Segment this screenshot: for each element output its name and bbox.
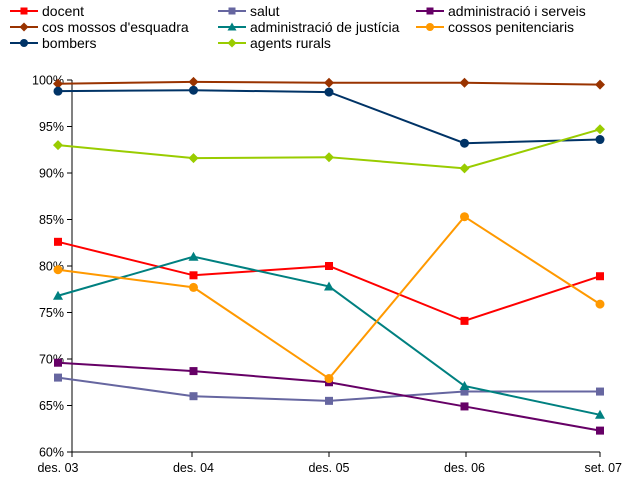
legend-item-cos-mossos-d-esquadra: cos mossos d'esquadra xyxy=(10,19,189,35)
x-tick-label: des. 06 xyxy=(444,461,485,475)
data-point xyxy=(596,426,604,435)
data-point xyxy=(459,380,470,390)
x-tick-label: des. 03 xyxy=(37,461,78,475)
data-point xyxy=(595,79,605,90)
data-point xyxy=(595,135,605,145)
data-point xyxy=(324,77,334,88)
data-point xyxy=(53,78,63,89)
axes: 60%65%70%75%80%85%90%95%100%des. 03 des. … xyxy=(32,74,622,476)
legend-swatch-marker xyxy=(426,7,434,15)
legend-label: salut xyxy=(250,3,280,19)
data-point xyxy=(595,409,605,419)
legend-label: agents rurals xyxy=(250,35,331,51)
series-cossos-penitenciaris xyxy=(53,212,605,384)
legend-swatch-marker xyxy=(426,23,434,31)
legend: docent salut administració i serveis cos mo… xyxy=(10,3,586,51)
legend-item-docent: docent xyxy=(10,3,84,19)
series-docent xyxy=(54,237,604,325)
data-point xyxy=(595,299,605,309)
series-salut xyxy=(54,373,604,405)
legend-label: administració de justícia xyxy=(250,19,400,35)
data-point xyxy=(460,212,469,222)
y-tick-label: 75% xyxy=(39,306,64,320)
legend-label: administració i serveis xyxy=(448,3,586,19)
data-point xyxy=(325,396,333,405)
legend-swatch-marker xyxy=(20,39,28,47)
series-line xyxy=(57,89,601,145)
data-point xyxy=(189,271,198,280)
x-tick-label: set. 07 xyxy=(584,461,622,475)
data-point xyxy=(188,153,199,164)
data-point xyxy=(189,392,198,401)
series-line xyxy=(57,215,601,380)
legend-swatch-marker xyxy=(227,38,237,48)
y-tick-label: 65% xyxy=(39,399,64,413)
x-tick-label: des. 05 xyxy=(308,461,349,475)
data-point xyxy=(188,251,199,261)
legend-label: bombers xyxy=(42,35,96,51)
legend-item-bombers: bombers xyxy=(10,35,96,51)
y-tick-label: 85% xyxy=(39,213,64,227)
data-point xyxy=(53,140,63,151)
series-layer xyxy=(53,76,605,435)
legend-label: docent xyxy=(42,3,84,19)
series-agents-rurals xyxy=(53,124,605,174)
series-administracio-de-justicia xyxy=(53,251,605,419)
data-point xyxy=(460,387,469,396)
legend-item-salut: salut xyxy=(218,3,280,19)
data-point xyxy=(54,237,62,246)
data-point xyxy=(460,402,469,411)
data-point xyxy=(596,272,604,281)
legend-item-administracio-i-serveis: administració i serveis xyxy=(416,3,586,19)
legend-label: cossos penitenciaris xyxy=(448,19,574,35)
data-point xyxy=(188,76,199,87)
data-point xyxy=(324,281,334,291)
legend-item-administracio-de-justicia: administració de justícia xyxy=(218,19,400,35)
legend-swatch-marker xyxy=(227,22,237,31)
data-point xyxy=(459,163,470,174)
data-point xyxy=(596,387,604,396)
data-point xyxy=(325,262,333,270)
data-point xyxy=(460,138,469,148)
series-bombers xyxy=(53,85,605,148)
data-point xyxy=(189,85,198,95)
series-administracio-i-serveis xyxy=(54,358,604,435)
x-tick-label: des. 04 xyxy=(173,461,214,475)
data-point xyxy=(324,152,334,163)
series-line xyxy=(57,240,601,322)
y-tick-label: 60% xyxy=(39,446,64,460)
series-cos-mossos-d-esquadra xyxy=(53,76,605,90)
data-point xyxy=(324,374,334,384)
data-point xyxy=(54,358,62,367)
legend-swatch-marker xyxy=(228,7,236,15)
legend-swatch-marker xyxy=(19,22,29,32)
data-point xyxy=(189,282,198,292)
data-point xyxy=(189,367,198,376)
y-tick-label: 90% xyxy=(39,167,64,181)
series-line xyxy=(57,128,601,170)
legend-item-cossos-penitenciaris: cossos penitenciaris xyxy=(416,19,574,35)
data-point xyxy=(53,265,63,275)
data-point xyxy=(459,77,470,88)
legend-label: cos mossos d'esquadra xyxy=(42,19,189,35)
data-point xyxy=(54,373,62,382)
data-point xyxy=(460,316,469,325)
y-tick-label: 95% xyxy=(39,120,64,134)
legend-item-agents-rurals: agents rurals xyxy=(218,35,331,51)
data-point xyxy=(324,87,334,97)
data-point xyxy=(595,124,605,135)
data-point xyxy=(53,290,63,300)
legend-swatch-marker xyxy=(20,7,28,15)
data-point xyxy=(53,86,63,96)
